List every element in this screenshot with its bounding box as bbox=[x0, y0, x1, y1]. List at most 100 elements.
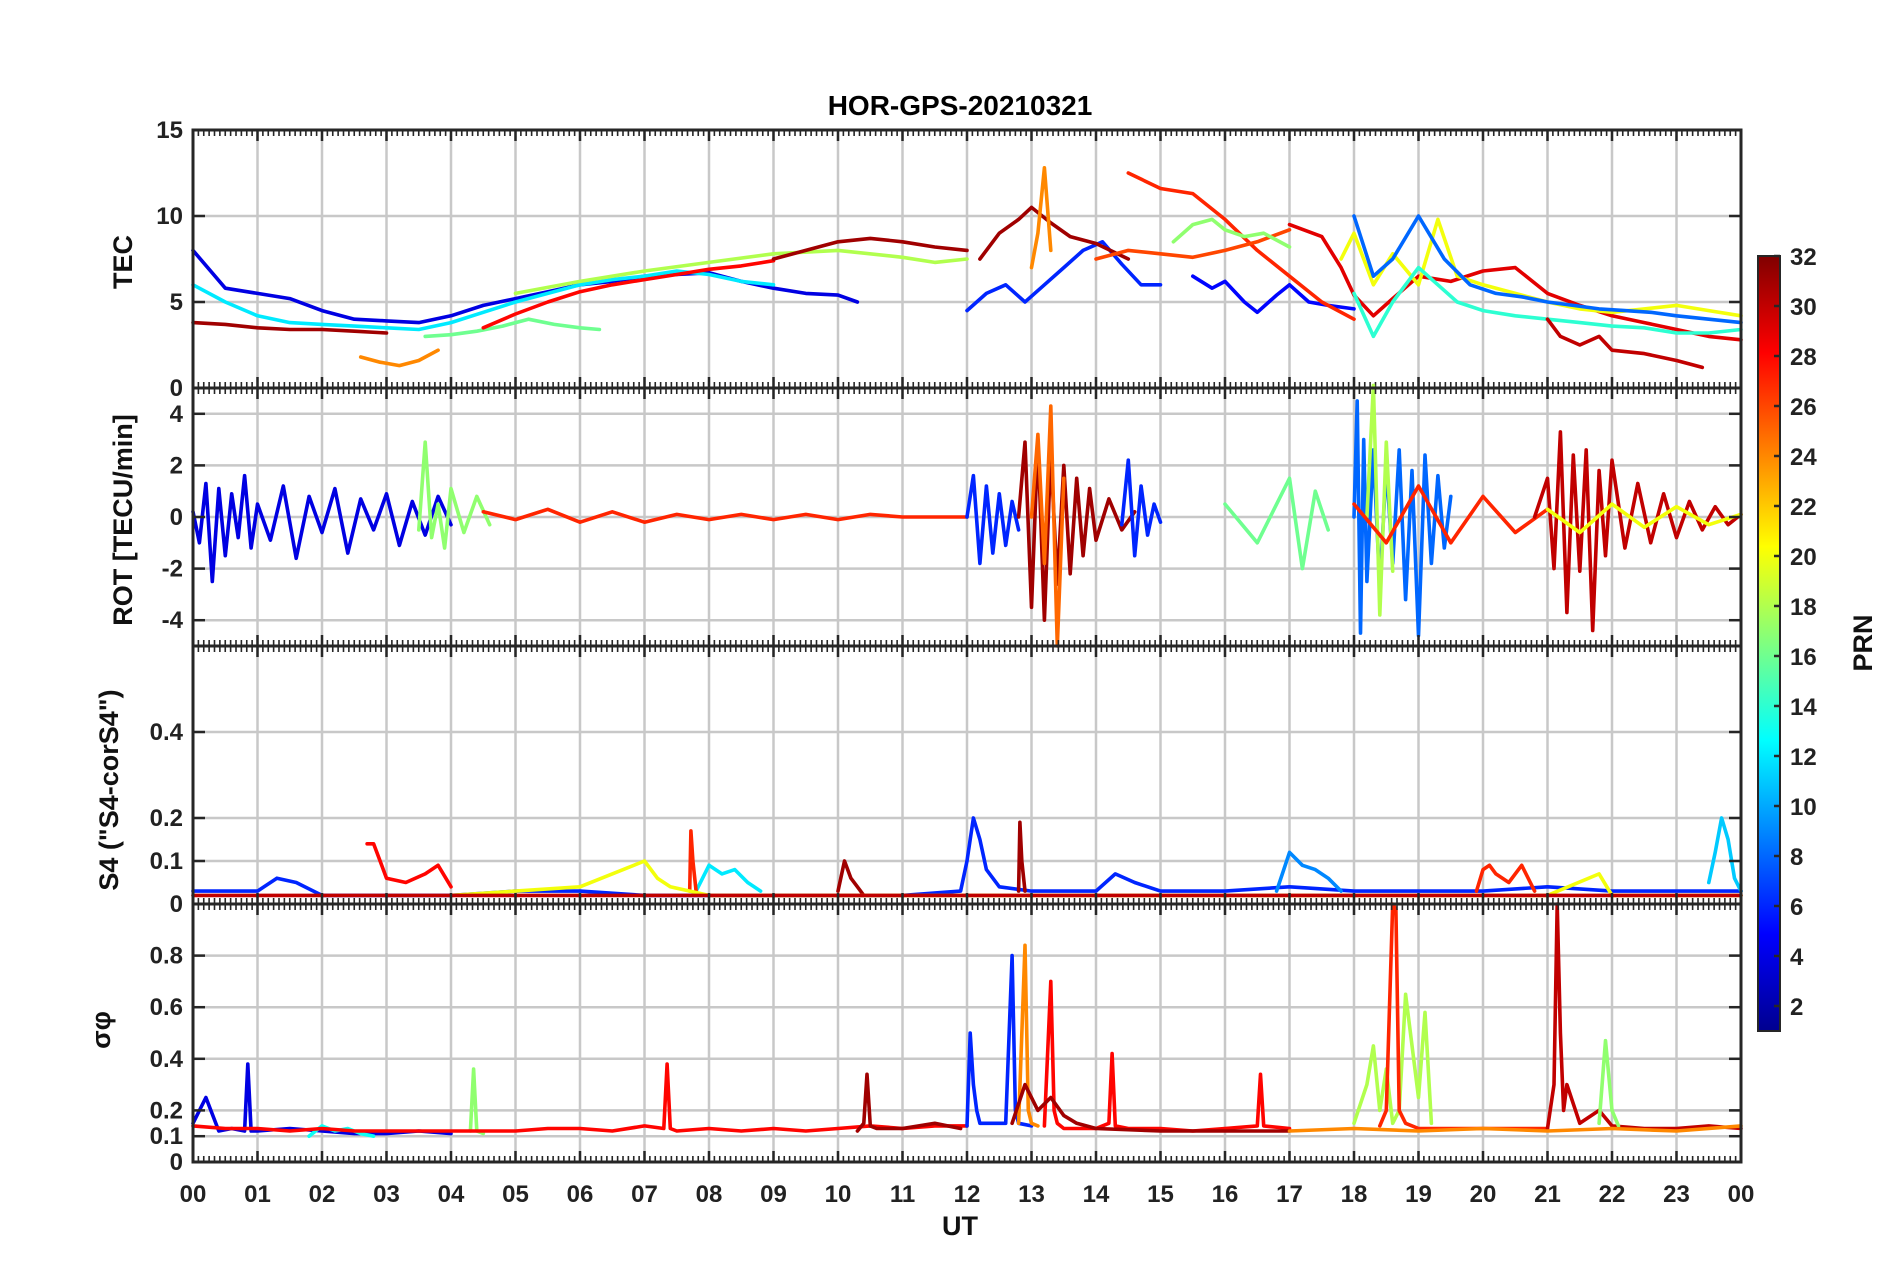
series-line-prn-8 bbox=[1352, 399, 1453, 638]
colorbar-tick-label: 2 bbox=[1790, 994, 1803, 1021]
series-line-prn-6 bbox=[1120, 458, 1163, 558]
y-tick-label: 10 bbox=[156, 203, 183, 230]
chart-title: HOR-GPS-20210321 bbox=[828, 90, 1093, 121]
colorbar-scale bbox=[1757, 255, 1781, 1032]
series-line-prn-12 bbox=[191, 269, 776, 332]
colorbar-tick-label: 6 bbox=[1790, 894, 1803, 921]
series-line-prn-17 bbox=[416, 440, 492, 550]
y-tick-label: 0 bbox=[170, 504, 183, 531]
x-tick-label: 09 bbox=[760, 1181, 787, 1208]
series-line-prn-27 bbox=[687, 829, 698, 893]
y-tick-label: 2 bbox=[170, 452, 183, 479]
ylabel-tec: TEC bbox=[108, 235, 138, 289]
x-tick-label: 21 bbox=[1534, 1181, 1561, 1208]
y-tick-label: 0 bbox=[170, 375, 183, 402]
series-line-prn-29 bbox=[1287, 222, 1743, 342]
colorbar-label: PRN bbox=[1848, 614, 1878, 671]
ylabel-s4: S4 ("S4-corS4") bbox=[94, 689, 124, 890]
series-line-prn-4 bbox=[191, 1062, 453, 1136]
ylabel-sigma: σφ bbox=[86, 1011, 116, 1049]
series-line-prn-8 bbox=[1352, 214, 1743, 325]
series-line-prn-27 bbox=[1474, 863, 1537, 893]
colorbar-tick-label: 24 bbox=[1790, 444, 1817, 471]
x-tick-label: 23 bbox=[1663, 1181, 1690, 1208]
series-line-prn-28 bbox=[365, 841, 453, 889]
colorbar-tick-label: 26 bbox=[1790, 394, 1817, 421]
series-line-prn-27 bbox=[1352, 484, 1550, 545]
colorbar-tick-label: 16 bbox=[1790, 644, 1817, 671]
series-line-prn-6 bbox=[965, 953, 1034, 1128]
y-tick-label: 15 bbox=[156, 117, 183, 144]
colorbar-tick-label: 22 bbox=[1790, 494, 1817, 521]
panel-sigma: 00.10.2 0.4 0.6 0.8 σφ bbox=[86, 902, 1743, 1176]
colorbar-tick-label: 32 bbox=[1790, 244, 1817, 271]
x-axis-label: UT bbox=[942, 1211, 978, 1241]
x-tick-label: 19 bbox=[1405, 1181, 1432, 1208]
colorbar-tick-label: 20 bbox=[1790, 544, 1817, 571]
series-line-prn-17 bbox=[1171, 217, 1292, 249]
y-tick-label: -4 bbox=[162, 607, 184, 634]
series-line-prn-16 bbox=[1223, 476, 1330, 571]
x-tick-label: 20 bbox=[1470, 1181, 1497, 1208]
series-line-prn-14 bbox=[1352, 265, 1743, 339]
series-line-prn-18 bbox=[513, 248, 969, 296]
x-tick-label: 10 bbox=[825, 1181, 852, 1208]
x-tick-label: 13 bbox=[1018, 1181, 1045, 1208]
series-line-prn-28 bbox=[481, 258, 776, 330]
colorbar-tick-label: 18 bbox=[1790, 594, 1817, 621]
series-line-prn-11 bbox=[1707, 816, 1743, 893]
series-line-prn-31 bbox=[1016, 437, 1137, 623]
x-tick-label: 08 bbox=[696, 1181, 723, 1208]
y-tick-label: 0.4 bbox=[150, 719, 184, 746]
series-line-prn-25 bbox=[1029, 404, 1066, 648]
x-tick-label: 12 bbox=[954, 1181, 981, 1208]
x-tick-label: 00 bbox=[180, 1181, 207, 1208]
x-tick-label: 14 bbox=[1083, 1181, 1110, 1208]
series-line-prn-16 bbox=[423, 317, 602, 339]
colorbar-tick-label: 8 bbox=[1790, 844, 1803, 871]
series-line-prn-28 bbox=[191, 1062, 969, 1133]
x-tick-label: 07 bbox=[631, 1181, 658, 1208]
y-tick-label: 0.6 bbox=[150, 994, 183, 1021]
x-tick-label: 00 bbox=[1728, 1181, 1755, 1208]
x-tick-label: 05 bbox=[502, 1181, 529, 1208]
x-tick-label: 17 bbox=[1276, 1181, 1303, 1208]
y-tick-label: 4 bbox=[170, 401, 184, 428]
series-line-prn-24 bbox=[1029, 166, 1053, 270]
y-tick-label: 0.1 bbox=[150, 848, 183, 875]
y-tick-label: 0 bbox=[170, 891, 183, 918]
series-line-prn-27 bbox=[481, 507, 969, 525]
colorbar-tick-label: 4 bbox=[1790, 944, 1804, 971]
ylabel-rot: ROT [TECU/min] bbox=[108, 414, 138, 625]
series-line-prn-31 bbox=[1010, 1082, 1292, 1133]
series-line-prn-6 bbox=[965, 240, 1163, 313]
x-tick-label: 02 bbox=[309, 1181, 336, 1208]
series-line-prn-24 bbox=[1287, 1124, 1743, 1133]
x-tick-label: 01 bbox=[244, 1181, 271, 1208]
x-tick-label: 04 bbox=[438, 1181, 465, 1208]
series-line-prn-18 bbox=[1352, 992, 1434, 1126]
colorbar-tick-label: 28 bbox=[1790, 344, 1817, 371]
y-tick-label: 0.8 bbox=[150, 943, 183, 970]
colorbar-tick-label: 12 bbox=[1790, 744, 1817, 771]
series-line-prn-31 bbox=[855, 1072, 963, 1133]
y-tick-label: -2 bbox=[162, 556, 183, 583]
series-line-prn-24 bbox=[1016, 943, 1040, 1128]
x-tick-label: 18 bbox=[1341, 1181, 1368, 1208]
colorbar-tick-label: 30 bbox=[1790, 294, 1817, 321]
series-line-prn-17 bbox=[1597, 1038, 1621, 1128]
y-tick-label: 5 bbox=[170, 289, 183, 316]
y-tick-label: 0.2 bbox=[150, 1097, 183, 1124]
colorbar-tick-label: 10 bbox=[1790, 794, 1817, 821]
series-line-prn-26 bbox=[1094, 228, 1292, 261]
x-tick-label: 03 bbox=[373, 1181, 400, 1208]
y-tick-label: 0 bbox=[170, 1149, 183, 1176]
colorbar-tick-label: 14 bbox=[1790, 694, 1817, 721]
x-tick-label: 11 bbox=[890, 1181, 915, 1208]
panel-rot: -4 -2 0 2 4 ROT [TECU/min] bbox=[108, 383, 1743, 648]
series-line-prn-31 bbox=[191, 320, 389, 335]
series-line-prn-24 bbox=[358, 348, 440, 368]
series-line-prn-31 bbox=[771, 236, 969, 261]
